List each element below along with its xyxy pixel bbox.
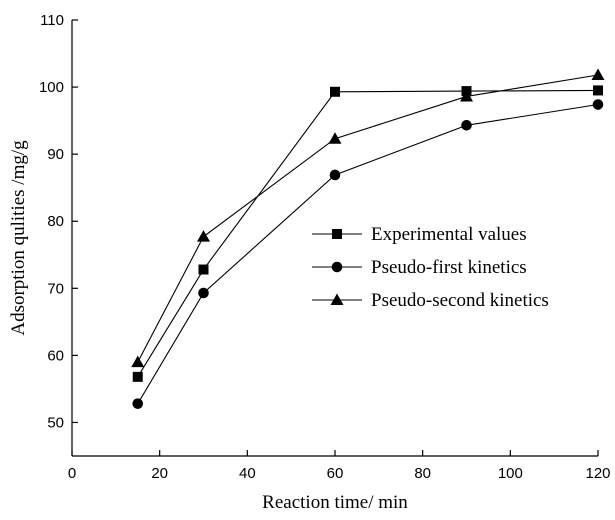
x-tick-label: 20 (151, 465, 168, 482)
y-axis-title: Adsorption qulities /mg/g (8, 140, 29, 336)
triangle-point (131, 355, 145, 368)
circle-point (461, 120, 472, 131)
y-ticks: 50 60 70 80 90 100 110 (39, 12, 78, 431)
triangle-point (197, 230, 210, 242)
triangle-point (328, 132, 342, 144)
x-tick-label: 80 (414, 465, 431, 482)
y-tick-label: 50 (47, 414, 64, 431)
square-point (593, 85, 603, 96)
series-circle (132, 99, 604, 409)
series-triangle (131, 68, 605, 368)
legend: Experimental values Pseudo-first kinetics… (312, 224, 549, 311)
triangle-point (591, 68, 605, 81)
series-line (137, 74, 599, 363)
x-axis-title: Reaction time/ min (262, 492, 408, 513)
triangle-point (460, 89, 473, 102)
legend-circle-marker (331, 261, 343, 273)
legend-item: Experimental values (312, 224, 527, 245)
circle-point (132, 398, 144, 409)
legend-item: Pseudo-second kinetics (312, 290, 549, 311)
y-tick-label: 80 (47, 213, 64, 230)
circle-point (198, 287, 209, 299)
series-layer (131, 68, 605, 409)
y-tick-label: 110 (40, 12, 64, 29)
square-point (198, 264, 209, 275)
series-line (137, 103, 599, 404)
x-tick-label: 0 (68, 465, 76, 482)
y-tick-label: 100 (39, 79, 64, 96)
y-tick-label: 60 (47, 347, 64, 364)
legend-label: Pseudo-second kinetics (371, 290, 549, 311)
legend-square-marker (332, 229, 342, 239)
legend-item: Pseudo-first kinetics (312, 257, 527, 278)
x-tick-label: 120 (585, 465, 610, 482)
x-tick-label: 40 (239, 465, 256, 482)
legend-label: Pseudo-first kinetics (371, 257, 527, 278)
legend-triangle-marker (330, 293, 344, 305)
y-tick-label: 70 (47, 280, 64, 297)
square-point (132, 371, 143, 382)
x-ticks: 0 20 40 60 80 100 120 (68, 450, 611, 482)
x-tick-label: 100 (498, 465, 523, 482)
square-point (330, 86, 340, 97)
legend-label: Experimental values (371, 224, 527, 245)
circle-point (329, 169, 341, 181)
circle-point (592, 99, 604, 110)
x-tick-label: 60 (327, 465, 344, 482)
y-tick-label: 90 (47, 146, 64, 163)
